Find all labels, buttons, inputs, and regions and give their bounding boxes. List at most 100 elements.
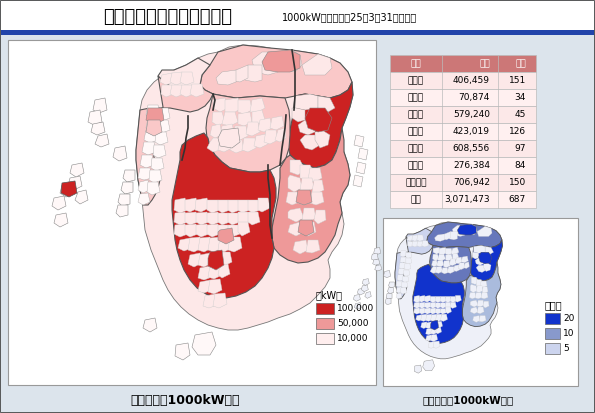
Polygon shape — [425, 335, 433, 341]
Polygon shape — [446, 307, 452, 314]
Polygon shape — [208, 265, 222, 279]
Polygon shape — [242, 65, 262, 82]
Polygon shape — [140, 155, 154, 168]
Text: 97: 97 — [515, 144, 526, 153]
Polygon shape — [425, 308, 431, 314]
Polygon shape — [225, 98, 242, 112]
Polygon shape — [443, 261, 450, 268]
Polygon shape — [400, 257, 407, 263]
Polygon shape — [208, 279, 222, 294]
Polygon shape — [436, 321, 443, 328]
Polygon shape — [447, 267, 455, 273]
Polygon shape — [437, 260, 444, 267]
Polygon shape — [365, 292, 371, 298]
Polygon shape — [242, 138, 256, 152]
Polygon shape — [389, 282, 394, 288]
Polygon shape — [315, 130, 330, 148]
Polygon shape — [436, 327, 441, 334]
Polygon shape — [207, 212, 220, 225]
Polygon shape — [314, 210, 326, 224]
Polygon shape — [198, 266, 212, 280]
Polygon shape — [479, 316, 486, 322]
Polygon shape — [216, 70, 236, 85]
Polygon shape — [414, 365, 422, 373]
Bar — [390, 157, 536, 174]
Bar — [390, 123, 536, 140]
Text: 50,000: 50,000 — [337, 319, 368, 328]
Polygon shape — [302, 208, 316, 222]
Text: 423,019: 423,019 — [453, 127, 490, 136]
Polygon shape — [88, 110, 102, 125]
Polygon shape — [358, 288, 364, 295]
Polygon shape — [430, 267, 437, 273]
Polygon shape — [270, 116, 284, 130]
Polygon shape — [218, 228, 234, 244]
Text: 大分県: 大分県 — [408, 144, 424, 153]
Polygon shape — [402, 276, 409, 282]
Polygon shape — [440, 232, 450, 240]
Polygon shape — [446, 297, 452, 303]
Polygon shape — [446, 254, 452, 261]
Text: 126: 126 — [509, 127, 526, 136]
Polygon shape — [220, 124, 235, 138]
Polygon shape — [430, 308, 437, 314]
Polygon shape — [298, 120, 315, 135]
Polygon shape — [238, 112, 252, 126]
Polygon shape — [361, 285, 368, 292]
Polygon shape — [396, 287, 402, 293]
Polygon shape — [474, 245, 485, 253]
Polygon shape — [170, 72, 184, 85]
Polygon shape — [218, 128, 240, 148]
Polygon shape — [385, 299, 391, 304]
Polygon shape — [425, 322, 433, 329]
Polygon shape — [248, 212, 260, 225]
Polygon shape — [433, 254, 439, 261]
Polygon shape — [188, 237, 202, 252]
Polygon shape — [185, 212, 198, 225]
Polygon shape — [476, 286, 483, 292]
Polygon shape — [207, 200, 220, 213]
Polygon shape — [403, 270, 410, 276]
Polygon shape — [353, 294, 361, 301]
Polygon shape — [478, 252, 492, 264]
Polygon shape — [414, 295, 421, 303]
Polygon shape — [238, 212, 250, 225]
Polygon shape — [118, 194, 130, 206]
Polygon shape — [475, 258, 484, 265]
Polygon shape — [483, 301, 489, 308]
Polygon shape — [470, 285, 477, 292]
Polygon shape — [234, 126, 248, 140]
Text: 出力: 出力 — [479, 59, 490, 68]
Polygon shape — [198, 237, 212, 252]
Polygon shape — [427, 222, 502, 247]
Bar — [8, 40, 376, 385]
Polygon shape — [174, 212, 188, 225]
Polygon shape — [396, 281, 403, 287]
Polygon shape — [160, 73, 174, 85]
Polygon shape — [238, 100, 252, 114]
Text: 1000kW以上（平成25年3月31日現在）: 1000kW以上（平成25年3月31日現在） — [283, 12, 418, 22]
Polygon shape — [414, 302, 421, 309]
Polygon shape — [151, 158, 164, 171]
Polygon shape — [434, 234, 444, 241]
Polygon shape — [70, 163, 84, 177]
Polygon shape — [206, 94, 290, 172]
Polygon shape — [144, 130, 158, 143]
Polygon shape — [419, 295, 425, 302]
Polygon shape — [470, 240, 502, 281]
Polygon shape — [300, 165, 315, 180]
Polygon shape — [358, 148, 368, 160]
Polygon shape — [147, 182, 160, 195]
Polygon shape — [222, 112, 238, 126]
Polygon shape — [399, 263, 406, 269]
Polygon shape — [430, 245, 471, 283]
Polygon shape — [238, 200, 250, 213]
Polygon shape — [174, 224, 188, 237]
Polygon shape — [440, 314, 447, 321]
Polygon shape — [387, 288, 393, 294]
Polygon shape — [296, 190, 312, 205]
Polygon shape — [158, 108, 170, 121]
Polygon shape — [288, 222, 304, 236]
Polygon shape — [419, 308, 425, 314]
Text: 3,071,473: 3,071,473 — [444, 195, 490, 204]
